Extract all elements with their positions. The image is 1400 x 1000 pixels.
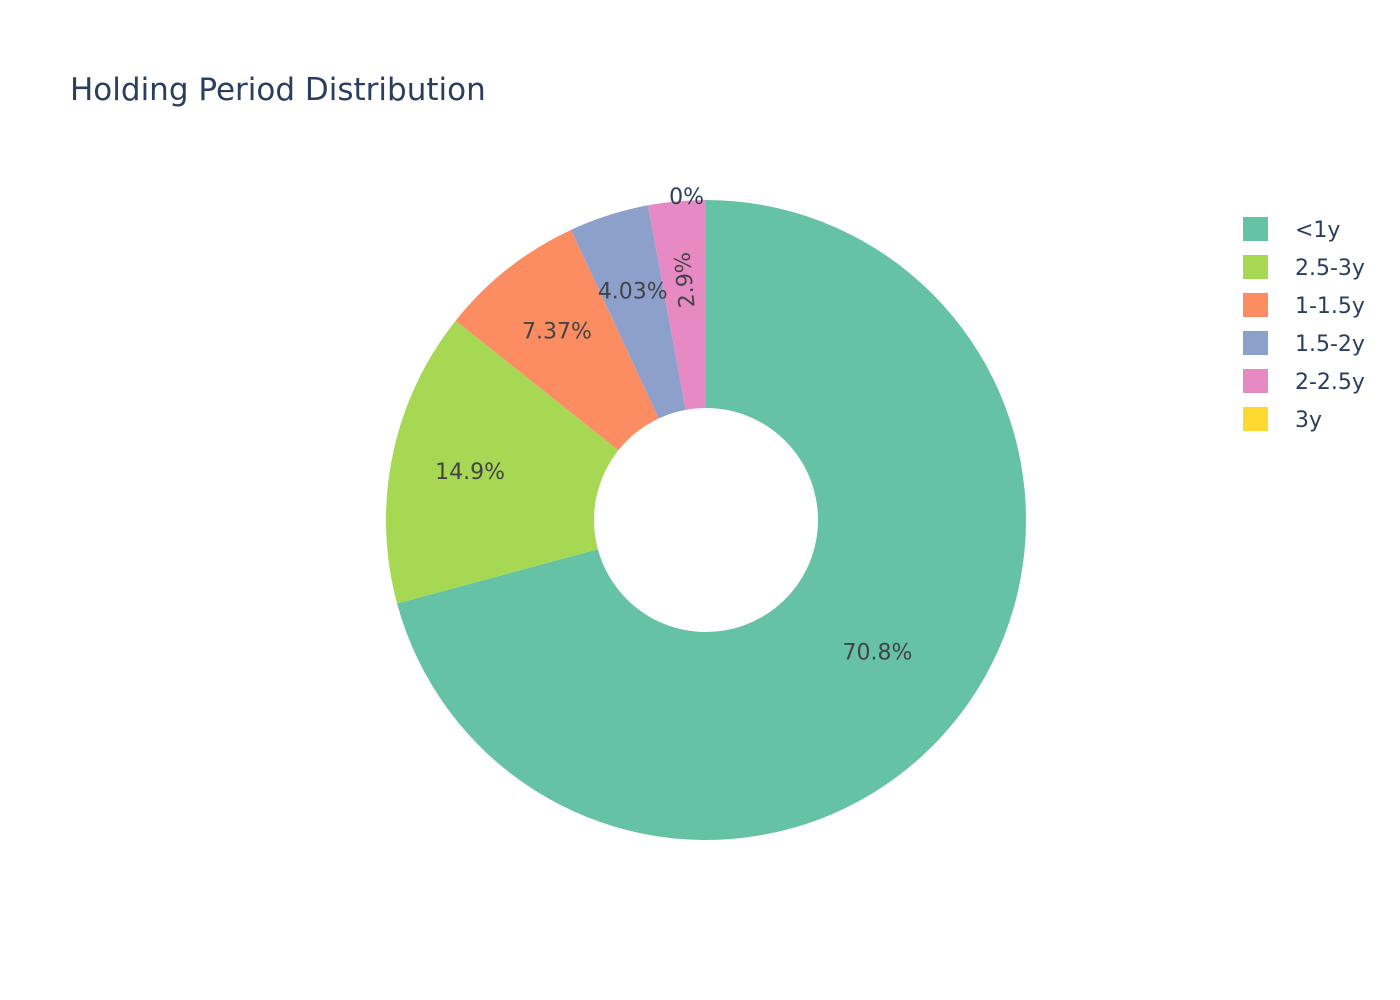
legend-item-2-2-5y[interactable]: 2-2.5y bbox=[1243, 369, 1365, 395]
legend-swatch-1-1-5y bbox=[1243, 293, 1268, 317]
legend-swatch-1-5-2y bbox=[1243, 331, 1268, 355]
legend-item-3y[interactable]: 3y bbox=[1243, 407, 1322, 433]
slice-label-2-2-5y: 2.9% bbox=[671, 251, 701, 309]
legend-label-1-5-2y: 1.5-2y bbox=[1295, 332, 1365, 357]
legend-swatch-2-2-5y bbox=[1243, 369, 1268, 393]
legend-label-1-1-5y: 1-1.5y bbox=[1295, 294, 1365, 319]
pie-slice-1-1-5y[interactable] bbox=[455, 229, 659, 451]
legend-label-2-5-3y: 2.5-3y bbox=[1295, 256, 1365, 281]
legend-item-1-5-2y[interactable]: 1.5-2y bbox=[1243, 331, 1365, 357]
slice-label-1-5-2y: 4.03% bbox=[598, 279, 668, 304]
pie-slice-2-2-5y[interactable] bbox=[648, 200, 706, 410]
legend-swatch-lt-1y bbox=[1243, 217, 1268, 241]
slice-label-1-1-5y: 7.37% bbox=[522, 320, 592, 345]
legend[interactable]: <1y 2.5-3y 1-1.5y 1.5-2y 2-2.5y 3y bbox=[1243, 217, 1365, 433]
legend-label-lt-1y: <1y bbox=[1295, 218, 1340, 243]
pie-slices bbox=[385, 200, 1026, 840]
legend-label-3y: 3y bbox=[1295, 408, 1322, 433]
pie-slice-1-5-2y[interactable] bbox=[571, 205, 686, 419]
legend-item-1-1-5y[interactable]: 1-1.5y bbox=[1243, 293, 1365, 319]
legend-item-2-5-3y[interactable]: 2.5-3y bbox=[1243, 255, 1365, 281]
slice-label-lt-1y: 70.8% bbox=[843, 640, 913, 665]
legend-swatch-2-5-3y bbox=[1243, 255, 1268, 279]
pie-slice-lt-1y[interactable] bbox=[397, 200, 1026, 840]
slice-label-3y: 0% bbox=[669, 185, 704, 210]
legend-label-2-2-5y: 2-2.5y bbox=[1295, 370, 1365, 395]
slice-label-2-5-3y: 14.9% bbox=[435, 460, 505, 485]
pie-slice-2-5-3y[interactable] bbox=[385, 320, 619, 604]
chart-title: Holding Period Distribution bbox=[70, 72, 486, 108]
legend-swatch-3y bbox=[1243, 407, 1268, 431]
legend-item-lt-1y[interactable]: <1y bbox=[1243, 217, 1340, 243]
pie-slice-labels: 70.8% 14.9% 7.37%4.03% 2.9% 0% bbox=[435, 185, 912, 665]
